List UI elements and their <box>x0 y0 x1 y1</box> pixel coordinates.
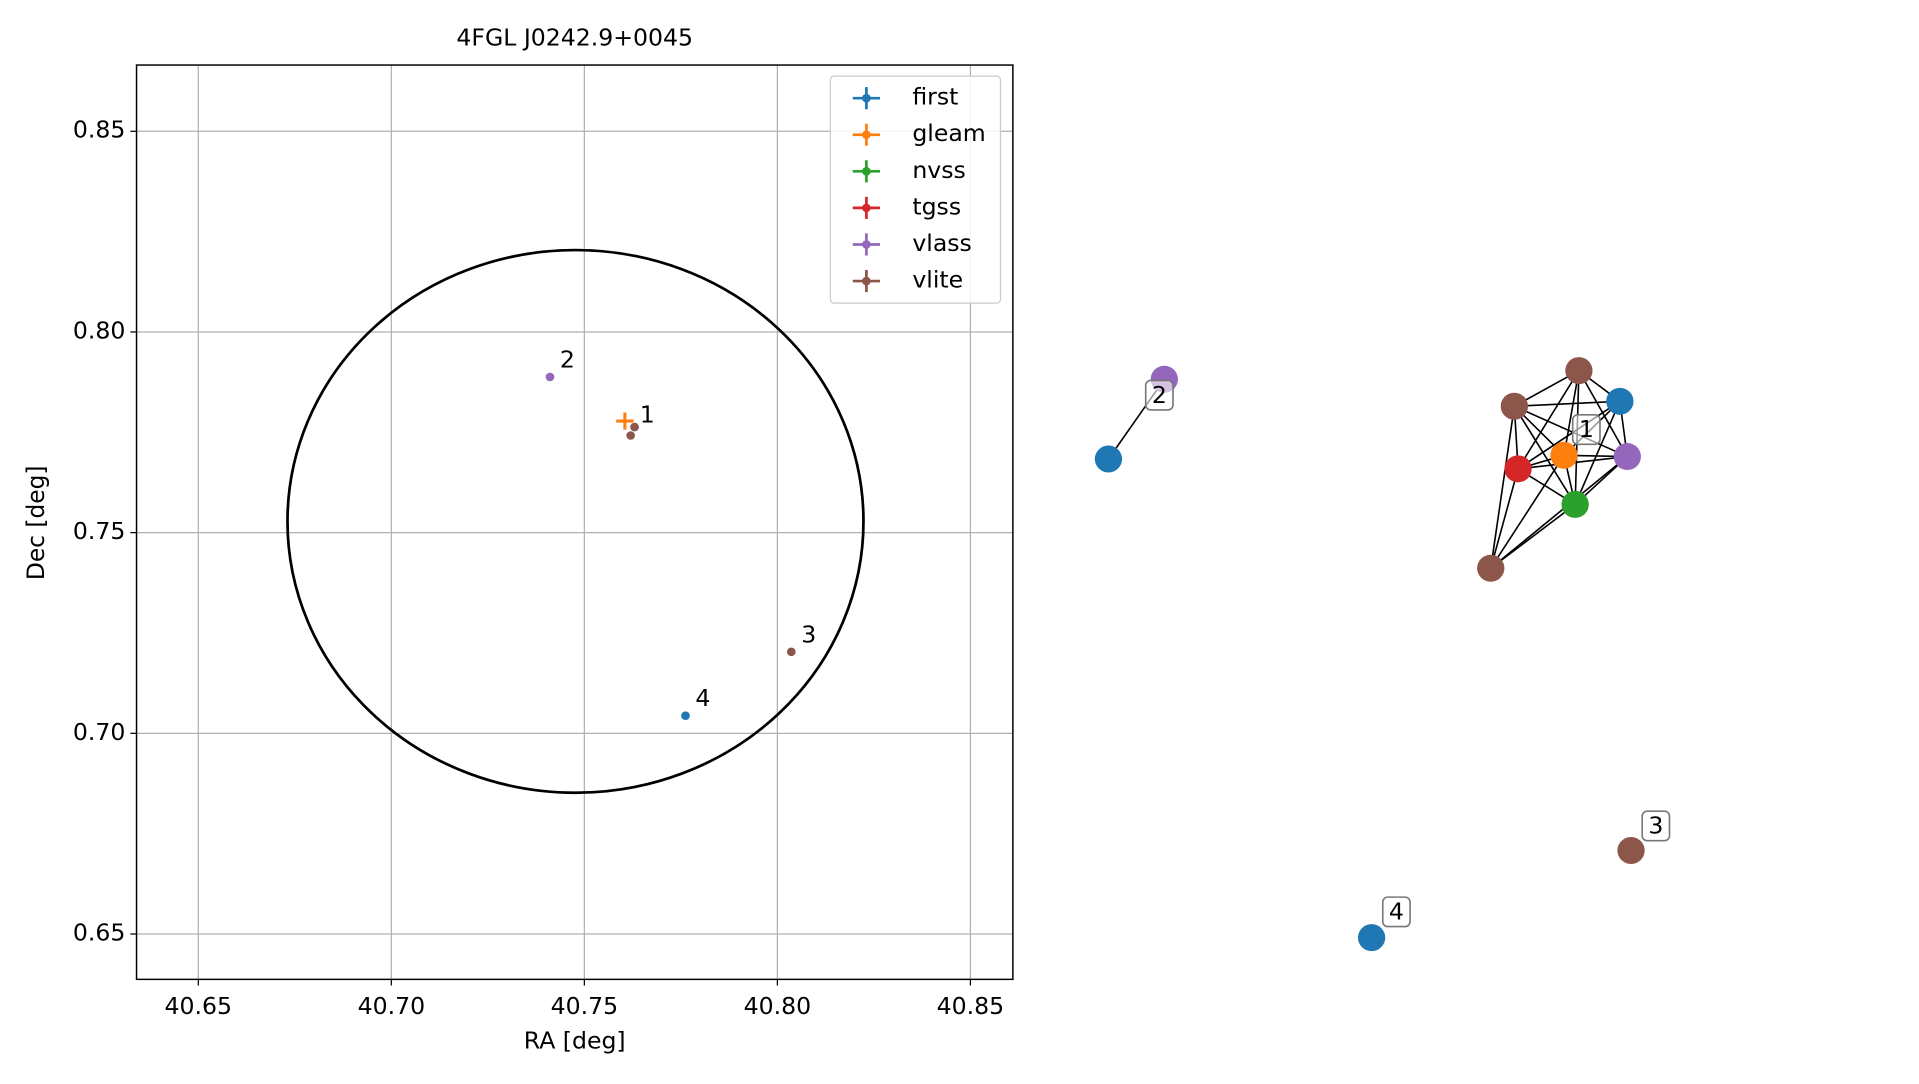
y-axis-label: Dec [deg] <box>22 466 50 581</box>
legend-icon <box>862 240 871 249</box>
x-tick-label: 40.80 <box>744 992 811 1020</box>
y-tick-label: 0.70 <box>73 718 125 746</box>
point <box>545 372 555 382</box>
graph-node <box>1561 490 1589 518</box>
graph-edge <box>1517 400 1621 470</box>
graph-edge <box>1514 400 1620 408</box>
graph-node <box>1094 445 1123 473</box>
graph-node <box>1617 837 1645 864</box>
graph-edge <box>1489 468 1519 569</box>
y-tick-label: 0.85 <box>73 116 125 144</box>
graph-node <box>1606 387 1634 415</box>
x-tick-label: 40.65 <box>165 992 232 1020</box>
point <box>630 422 639 432</box>
annotation: 3 <box>801 620 816 648</box>
graph-label: 1 <box>1579 415 1594 443</box>
x-tick-label: 40.70 <box>358 992 425 1020</box>
legend-label: nvss <box>912 156 965 184</box>
legend-label: vlass <box>912 229 972 257</box>
graph-edge <box>1513 405 1576 505</box>
graph-label-box <box>1381 896 1411 928</box>
x-axis-label: RA [deg] <box>524 1027 626 1055</box>
x-tick-label: 40.85 <box>937 992 1004 1020</box>
graph-node <box>1357 924 1386 952</box>
network-graph: 1 2 3 4 <box>1094 357 1671 952</box>
legend-label: vlite <box>912 266 963 294</box>
search-circle <box>286 248 865 795</box>
axes-frame <box>135 64 1014 981</box>
point <box>616 412 634 430</box>
graph-label-box <box>1571 414 1601 446</box>
point <box>626 431 636 440</box>
graph-node <box>1477 554 1505 582</box>
graph-edge <box>1489 406 1516 569</box>
graph-edge <box>1574 401 1621 505</box>
chart-title: 4FGL J0242.9+0045 <box>456 24 693 52</box>
legend-label: first <box>912 83 958 111</box>
plot-area: 40.65 40.70 40.75 40.80 40.850.650.700.750.8… <box>73 64 1014 1020</box>
legend-icon <box>862 276 871 286</box>
graph-node <box>1500 392 1529 420</box>
graph-label-box <box>1144 379 1174 411</box>
graph-edge <box>1517 370 1580 470</box>
legend-icon <box>862 203 871 213</box>
graph-label: 3 <box>1648 812 1663 840</box>
point <box>786 647 796 657</box>
graph-node <box>1565 357 1593 385</box>
legend-icon <box>862 167 871 176</box>
annotation: 1 <box>640 401 655 429</box>
x-tick-label: 40.75 <box>551 992 618 1020</box>
graph-edge <box>1490 503 1576 569</box>
graph-edge <box>1514 405 1628 458</box>
graph-label-box <box>1641 810 1671 842</box>
y-tick-label: 0.75 <box>73 517 125 545</box>
graph-edge <box>1563 370 1580 456</box>
legend-label: tgss <box>912 192 961 220</box>
graph-label: 2 <box>1152 381 1167 409</box>
legend-icon <box>862 93 871 103</box>
graph-edge <box>1490 454 1565 569</box>
graph-label: 4 <box>1389 898 1404 926</box>
graph-node <box>1550 441 1578 469</box>
graph-edge <box>1578 370 1629 457</box>
y-tick-label: 0.65 <box>73 919 125 947</box>
point <box>681 711 690 720</box>
graph-node <box>1504 455 1532 483</box>
graph-node <box>1613 443 1641 471</box>
legend-icon <box>862 130 871 140</box>
legend-box <box>829 75 1002 304</box>
annotation: 2 <box>560 346 575 374</box>
graph-edge <box>1490 455 1628 569</box>
y-tick-label: 0.80 <box>73 317 125 345</box>
legend-label: gleam <box>912 119 985 147</box>
annotation: 4 <box>695 684 710 712</box>
